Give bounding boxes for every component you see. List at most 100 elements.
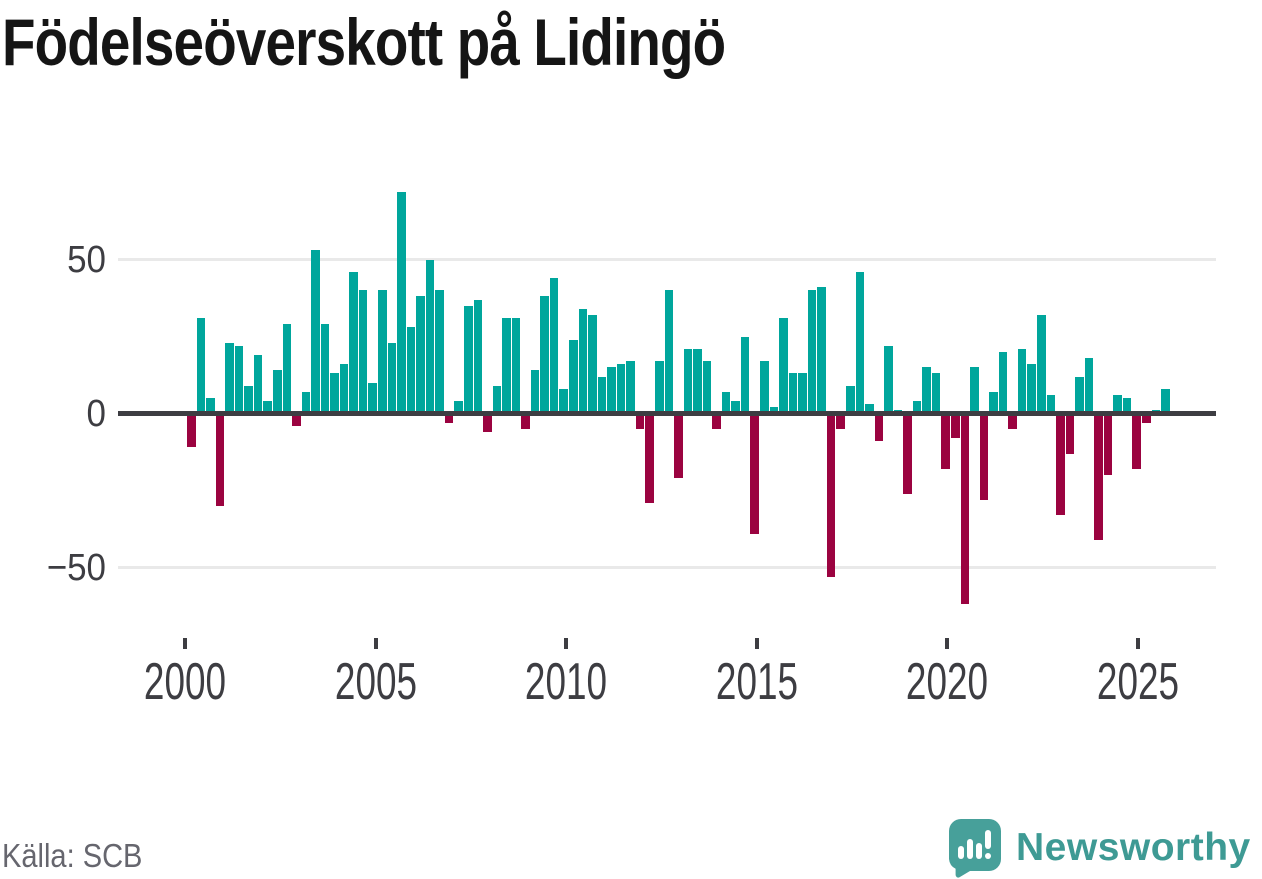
bar-2008-Q2 [502,318,511,414]
bar-2021-Q3 [1008,413,1017,429]
bar-2001-Q4 [253,354,263,414]
bar-2009-Q4 [559,388,569,414]
x-tick-label: 2020 [906,653,989,711]
bar-2019-Q1 [912,401,922,414]
bar-2020-Q1 [951,413,960,439]
bar-2000-Q4 [215,413,225,506]
bar-2017-Q2 [845,385,855,414]
bar-2008-Q1 [492,385,502,414]
bar-2002-Q2 [272,370,282,414]
bar-2014-Q1 [721,391,731,414]
x-tick-mark [183,638,187,649]
bar-2006-Q3 [435,290,444,414]
bar-2013-Q3 [702,361,712,414]
x-tick-mark [373,638,378,649]
bar-2008-Q4 [521,413,530,429]
bar-2006-Q2 [425,259,435,414]
x-tick-label: 2010 [525,653,608,711]
bar-2005-Q4 [406,327,416,414]
bar-2022-Q4 [1056,413,1065,516]
bar-2014-Q3 [740,336,750,414]
bar-2001-Q1 [225,342,234,414]
bar-2016-Q2 [807,290,817,414]
x-tick-label: 2015 [715,653,798,711]
bar-2020-Q4 [979,413,989,500]
x-tick-label: 2000 [143,653,227,711]
bar-2011-Q4 [635,413,645,429]
bar-2023-Q3 [1084,358,1094,414]
bar-2011-Q1 [607,367,616,414]
bar-2000-Q2 [196,318,206,414]
bar-2016-Q1 [798,373,807,414]
bar-2023-Q2 [1075,376,1084,414]
bar-2011-Q3 [626,361,635,414]
x-tick-label: 2005 [334,653,417,711]
bar-2024-Q4 [1132,413,1142,469]
bar-2000-Q1 [187,413,196,448]
bar-2007-Q1 [454,401,463,414]
bar-2012-Q3 [664,290,674,414]
bar-2017-Q4 [865,404,874,414]
bar-2009-Q2 [540,296,549,414]
bar-2019-Q2 [922,367,931,414]
bar-2023-Q1 [1065,413,1075,454]
logo-exclamation-dot [985,853,991,859]
y-tick-label: −50 [46,546,106,589]
bar-2012-Q4 [674,413,683,479]
bar-2022-Q2 [1036,314,1046,414]
bar-2007-Q2 [463,305,473,414]
bar-2003-Q3 [320,324,330,414]
bar-2001-Q2 [234,345,244,414]
bar-2024-Q1 [1103,413,1113,476]
bar-2018-Q2 [884,345,893,414]
bar-2018-Q1 [874,413,884,442]
bar-2005-Q2 [387,342,397,414]
bar-2013-Q4 [712,413,721,429]
bar-2009-Q3 [549,277,559,414]
bar-2003-Q4 [330,373,339,414]
bar-2015-Q2 [769,407,779,414]
bar-2019-Q4 [941,413,951,469]
x-tick-mark [945,638,950,649]
x-tick-mark [754,638,759,649]
bar-2003-Q2 [311,250,320,414]
bar-2000-Q3 [206,398,215,414]
zero-axis-line [118,411,1216,416]
chart-title: Födelseöverskott på Lidingö [2,5,726,79]
bar-2004-Q2 [349,271,358,414]
bar-2020-Q3 [970,367,979,414]
bar-2016-Q3 [817,287,826,414]
bar-2007-Q4 [483,413,492,432]
bar-2014-Q2 [731,401,740,414]
x-tick-mark [1136,638,1140,649]
bar-2010-Q4 [597,376,607,414]
bar-2006-Q4 [444,413,454,423]
y-tick-label: 0 [86,392,106,435]
x-tick-mark [564,638,569,649]
bar-2010-Q1 [569,339,578,414]
bar-2008-Q3 [511,318,521,414]
bar-2012-Q1 [645,413,654,503]
bar-2021-Q4 [1017,348,1027,414]
bar-2015-Q4 [788,373,798,414]
logo-bar-1 [958,846,964,859]
bar-2023-Q4 [1094,413,1103,540]
bar-2011-Q2 [616,364,626,414]
bar-2012-Q2 [654,361,664,414]
bar-2019-Q3 [931,373,941,414]
logo-exclamation-stem [985,830,991,849]
bar-2010-Q3 [588,314,597,414]
bar-2015-Q1 [760,361,769,414]
bar-2002-Q4 [292,413,301,426]
bar-2021-Q1 [989,391,998,414]
x-tick-label: 2025 [1096,653,1180,711]
bar-2004-Q3 [358,290,368,414]
bar-2020-Q2 [960,413,970,605]
bar-2002-Q3 [282,324,292,414]
bar-2022-Q3 [1046,395,1056,414]
bar-2015-Q3 [779,318,788,414]
logo-bar-3 [976,843,982,859]
y-tick-label: 50 [67,238,106,281]
bar-2017-Q1 [836,413,845,429]
bar-2022-Q1 [1027,364,1036,414]
